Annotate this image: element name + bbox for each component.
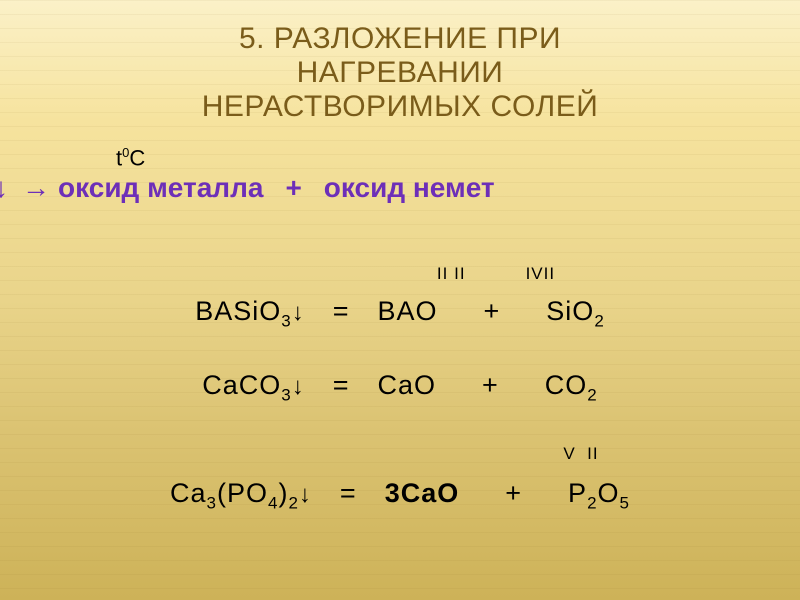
- equals-sign: =: [333, 296, 350, 326]
- ox-value: II: [454, 264, 465, 283]
- scheme-lhs: оксид металла: [58, 172, 263, 204]
- subscript: 5: [620, 493, 630, 512]
- temperature-label: t0C: [116, 145, 145, 171]
- equation-2: CaCO3↓ = CaO + CO2: [0, 370, 800, 405]
- slide: 5. РАЗЛОЖЕНИЕ ПРИ НАГРЕВАНИИ НЕРАСТВОРИМ…: [0, 0, 800, 600]
- formula: SiO: [546, 296, 594, 326]
- formula: CaO: [401, 478, 460, 508]
- equation-3: Ca3(PO4)2↓=3CaO+P2O5: [0, 478, 800, 513]
- slide-title: 5. РАЗЛОЖЕНИЕ ПРИ НАГРЕВАНИИ НЕРАСТВОРИМ…: [0, 22, 800, 124]
- ox-value: V: [563, 444, 575, 463]
- subscript: 4: [268, 493, 278, 512]
- plus-sign: +: [505, 478, 522, 508]
- arrow-down-icon: ↓: [0, 172, 8, 204]
- title-line-1: 5. РАЗЛОЖЕНИЕ ПРИ: [0, 22, 800, 56]
- formula: CaO: [377, 370, 436, 400]
- equals-sign: =: [333, 370, 350, 400]
- equation-1: BASiO3↓ = BAO + SiO2: [0, 296, 800, 331]
- subscript: 2: [587, 493, 597, 512]
- formula: BASiO: [195, 296, 281, 326]
- formula: ): [278, 478, 288, 508]
- formula: P: [568, 478, 587, 508]
- arrow-right-icon: →: [22, 172, 50, 204]
- coefficient: 3: [385, 478, 401, 508]
- title-line-3: НЕРАСТВОРИМЫХ СОЛЕЙ: [0, 90, 800, 124]
- precipitate-arrow-icon: ↓: [299, 481, 312, 508]
- plus-sign: +: [484, 296, 501, 326]
- formula: (PO: [217, 478, 268, 508]
- subscript: 2: [594, 311, 604, 330]
- ox-value: II: [544, 264, 555, 283]
- ox-value: II: [437, 264, 448, 283]
- equals-sign: =: [340, 478, 357, 508]
- plus-sign: +: [482, 370, 499, 400]
- title-line-2: НАГРЕВАНИИ: [0, 56, 800, 90]
- formula: O: [598, 478, 620, 508]
- oxidation-row-1: II IIIVII: [0, 264, 800, 284]
- reaction-scheme: ↓ → оксид металла + оксид немет: [0, 172, 800, 204]
- subscript: 2: [288, 493, 298, 512]
- subscript: 3: [207, 493, 217, 512]
- subscript: 3: [281, 311, 291, 330]
- formula: CO: [545, 370, 588, 400]
- precipitate-arrow-icon: ↓: [292, 299, 305, 326]
- plus-sign: +: [285, 172, 301, 204]
- formula: CaCO: [202, 370, 281, 400]
- ox-value: IV: [526, 264, 544, 283]
- formula: Ca: [170, 478, 207, 508]
- precipitate-arrow-icon: ↓: [292, 373, 305, 400]
- oxidation-row-2: V II: [0, 444, 800, 464]
- temp-c: C: [129, 145, 145, 170]
- formula: BAO: [377, 296, 437, 326]
- ox-value: II: [587, 444, 598, 463]
- subscript: 3: [281, 385, 291, 404]
- scheme-rhs: оксид немет: [324, 172, 495, 204]
- subscript: 2: [587, 385, 597, 404]
